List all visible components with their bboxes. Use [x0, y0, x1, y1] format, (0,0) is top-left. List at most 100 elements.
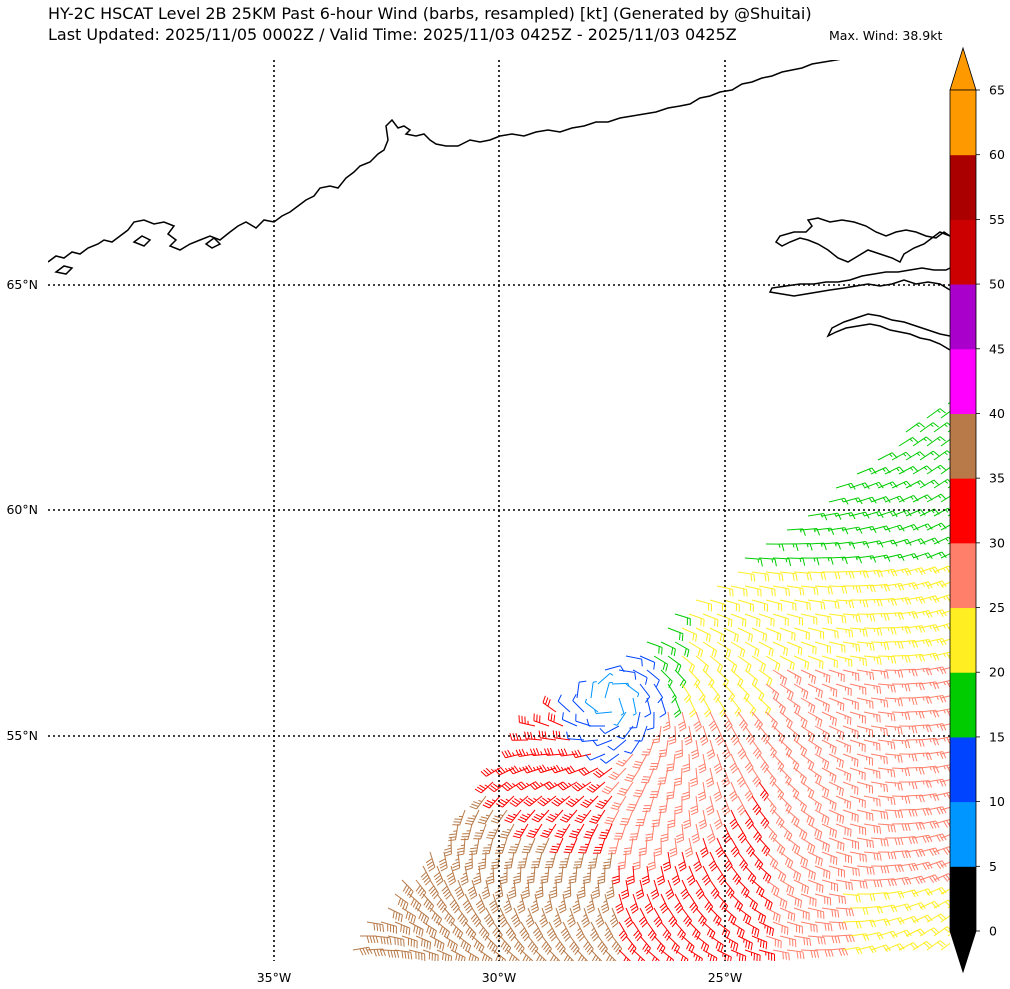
wind-barb: [506, 949, 520, 961]
wind-barb: [926, 666, 947, 675]
wind-barb: [737, 907, 752, 925]
colorbar-tick-label: 25: [989, 600, 1005, 615]
wind-barb: [779, 655, 795, 671]
wind-barb: [765, 823, 778, 843]
wind-barb: [560, 921, 571, 942]
wind-barb: [926, 751, 947, 759]
wind-barb: [751, 935, 768, 950]
wind-barb: [856, 613, 876, 622]
wind-barb: [905, 710, 925, 719]
wind-barb: [856, 865, 875, 875]
wind-barb: [604, 949, 617, 961]
wind-barb: [688, 697, 697, 718]
wind-barb: [842, 725, 859, 739]
wind-barb: [877, 739, 896, 750]
wind-barb: [509, 795, 529, 807]
wind-barb: [527, 935, 539, 955]
wind-barb: [667, 809, 676, 829]
wind-barb: [656, 865, 666, 886]
wind-barb: [905, 596, 926, 604]
wind-barb: [814, 557, 834, 565]
wind-barb: [522, 764, 543, 774]
wind-barb: [647, 851, 656, 871]
wind-barb: [863, 481, 884, 489]
wind-barb: [870, 753, 888, 765]
wind-barb: [912, 888, 933, 896]
wind-barb: [744, 697, 757, 717]
wind-barb: [436, 949, 453, 961]
wind-barb: [702, 949, 718, 961]
wind-barb: [849, 879, 868, 889]
wind-barb: [551, 795, 571, 807]
wind-barb: [835, 879, 853, 891]
wind-barb: [545, 809, 564, 823]
wind-barb: [716, 697, 727, 718]
colorbar-tick-label: 10: [989, 794, 1005, 809]
wind-barb: [408, 921, 424, 937]
wind-barb: [492, 921, 503, 942]
wind-barb: [658, 795, 669, 814]
wind-barb: [586, 718, 606, 727]
wind-barb: [604, 682, 613, 699]
wind-barb: [695, 627, 711, 643]
wind-barb: [600, 893, 610, 914]
graticule: [48, 60, 950, 961]
wind-barb: [849, 570, 869, 579]
wind-barb: [786, 697, 801, 715]
lat-label-55n: 55°N: [6, 728, 38, 743]
wind-barb: [532, 921, 544, 942]
colorbar-under-arrow: [949, 930, 977, 974]
greenland-inlet-3: [204, 237, 222, 249]
wind-barb: [606, 879, 615, 900]
wind-barb: [562, 949, 575, 961]
wind-barb: [758, 613, 775, 627]
wind-barb: [624, 739, 641, 754]
wind-barb: [870, 496, 891, 503]
colorbar-segment: [950, 284, 976, 350]
wind-barb: [870, 944, 891, 953]
wind-barb: [737, 935, 753, 951]
wind-barb: [821, 767, 837, 783]
wind-barb: [779, 907, 796, 922]
wind-barb: [751, 767, 762, 788]
wind-barb: [919, 566, 940, 575]
wind-barb: [793, 571, 812, 581]
wind-barb: [632, 949, 646, 961]
wind-barb: [697, 781, 707, 802]
wind-barb: [772, 893, 788, 910]
wind-barb: [772, 557, 792, 567]
wind-barb: [863, 627, 883, 636]
wind-barb: [444, 837, 452, 857]
wind-barb: [612, 865, 620, 885]
wind-barb: [758, 949, 776, 961]
wind-barb: [821, 935, 841, 944]
wind-barb: [821, 739, 837, 755]
wind-barb: [912, 724, 932, 733]
wind-barb: [558, 851, 571, 869]
wind-barb: [699, 837, 709, 858]
wind-barb: [530, 851, 543, 869]
wind-barb: [415, 935, 432, 950]
wind-barb: [877, 767, 896, 778]
lat-label-65n: 65°N: [6, 277, 38, 292]
wind-barb: [549, 879, 558, 899]
wind-barb: [786, 949, 805, 960]
wind-barb: [632, 851, 641, 871]
greenland-inlet-1: [54, 265, 74, 275]
wind-barb: [926, 580, 947, 589]
wind-barb: [639, 683, 651, 703]
wind-barb: [646, 949, 660, 961]
chart-title: HY-2C HSCAT Level 2B 25KM Past 6-hour Wi…: [48, 4, 812, 23]
wind-barb: [475, 893, 486, 914]
wind-barb: [665, 781, 676, 800]
wind-barb: [415, 879, 427, 899]
wind-barb: [618, 669, 637, 680]
wind-barb: [366, 921, 385, 932]
wind-barb: [758, 641, 774, 657]
wind-barb: [800, 613, 818, 625]
wind-barb: [765, 599, 783, 612]
wind-barb: [483, 907, 495, 928]
wind-barb: [842, 781, 859, 795]
wind-barb: [793, 655, 810, 670]
wind-barb: [884, 641, 904, 649]
